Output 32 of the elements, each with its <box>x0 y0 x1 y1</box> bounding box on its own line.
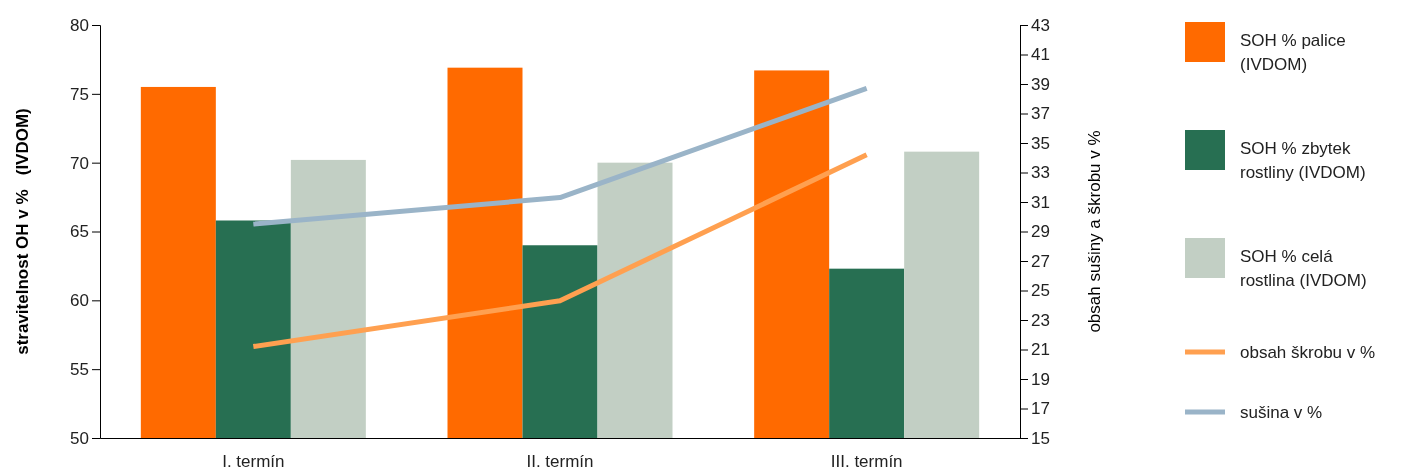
y2-tick-label: 27 <box>1031 251 1050 271</box>
y2-tick-label: 33 <box>1031 163 1050 183</box>
y-tick-label: 65 <box>70 222 89 242</box>
y-tick-label: 75 <box>70 84 89 104</box>
x-tick-label: II. termín <box>526 451 594 471</box>
y2-tick-label: 35 <box>1031 133 1050 153</box>
y2-tick-label: 17 <box>1031 399 1050 419</box>
y2-tick-label: 41 <box>1031 45 1050 65</box>
x-tick-label: III. termín <box>830 451 903 471</box>
y2-tick-label: 29 <box>1031 222 1050 242</box>
legend-label: SOH % celá rostlina (IVDOM) <box>1240 247 1367 290</box>
y2-tick-label: 31 <box>1031 192 1050 212</box>
y-tick-label: 80 <box>70 15 89 35</box>
y2-tick-label: 19 <box>1031 369 1050 389</box>
y2-axis-title: obsah sušiny a škrobu v % <box>1085 130 1104 333</box>
y2-tick-label: 37 <box>1031 104 1050 124</box>
legend-label: SOH % palice (IVDOM) <box>1240 31 1346 74</box>
legend-label: obsah škrobu v % <box>1240 343 1376 362</box>
legend-label: SOH % zbytek rostliny (IVDOM) <box>1240 139 1366 182</box>
y2-tick-label: 23 <box>1031 310 1050 330</box>
y-tick-label: 70 <box>70 153 89 173</box>
y2-tick-label: 43 <box>1031 15 1050 35</box>
y2-tick-label: 21 <box>1031 340 1050 360</box>
y-tick-label: 55 <box>70 360 89 380</box>
x-tick-label: I. termín <box>222 451 285 471</box>
y2-tick-label: 39 <box>1031 74 1050 94</box>
y2-tick-label: 25 <box>1031 281 1050 301</box>
y-axis-title: stravitelnost OH v % (IVDOM) <box>13 108 32 355</box>
legend-label: sušina v % <box>1240 403 1323 422</box>
y-tick-label: 60 <box>70 291 89 311</box>
y-tick-label: 50 <box>70 428 89 448</box>
y2-tick-label: 15 <box>1031 428 1050 448</box>
